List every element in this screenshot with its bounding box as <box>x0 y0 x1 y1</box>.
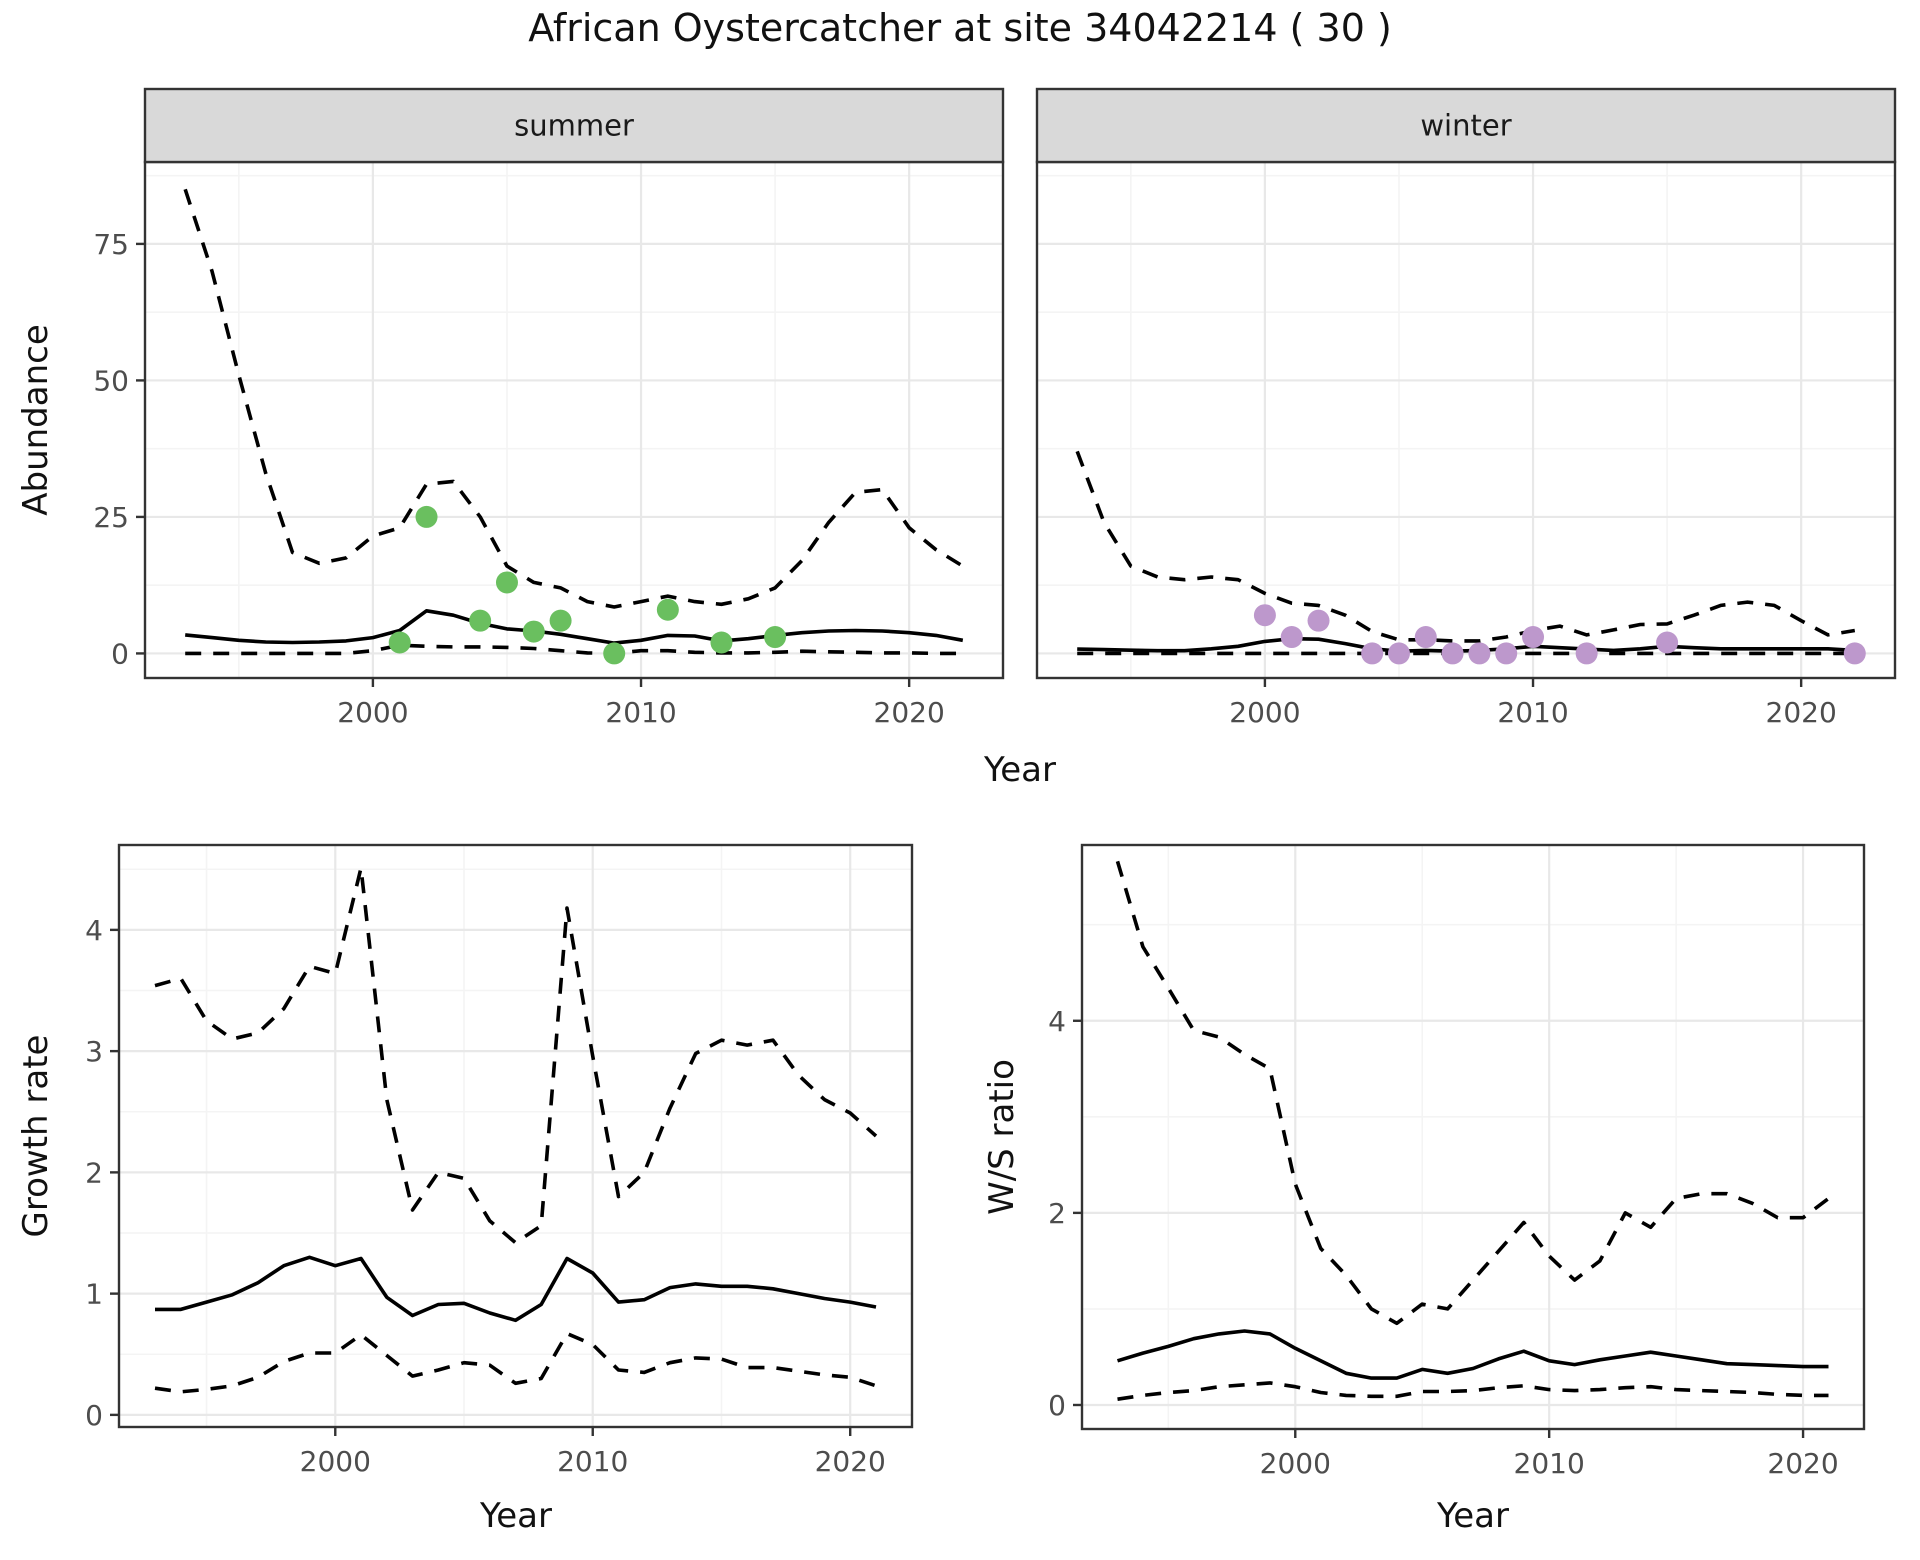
facet-strip-label: winter <box>1420 109 1511 143</box>
x-tick-label: 2010 <box>605 696 676 729</box>
panel-border <box>1080 843 1866 1431</box>
y-axis-title-growth-rate: Growth rate <box>16 1034 56 1238</box>
y-tick-label: 4 <box>1048 1005 1066 1038</box>
x-tick-label: 2020 <box>874 696 945 729</box>
y-tick-label: 1 <box>85 1278 103 1311</box>
series-ci_lower-line <box>154 1331 877 1394</box>
observation-point <box>1387 642 1410 665</box>
y-tick-label: 0 <box>85 1399 103 1432</box>
panel-background <box>1037 162 1895 678</box>
observation-point <box>1843 642 1866 665</box>
observation-point <box>1307 609 1330 632</box>
observation-point <box>1280 626 1303 649</box>
x-tick-label: 2020 <box>1767 1447 1838 1480</box>
x-tick-label: 2010 <box>557 1445 628 1478</box>
series-ci_lower-line <box>1117 1381 1829 1401</box>
series-median-line <box>1077 636 1855 653</box>
observation-point <box>1441 642 1464 665</box>
x-axis-title-year-growth: Year <box>480 1496 552 1536</box>
panel-winter: winter 2000 2010 2020 <box>1035 87 1897 729</box>
series-median-line <box>155 1255 877 1323</box>
observation-point <box>1522 626 1545 649</box>
observation-point <box>710 631 733 654</box>
y-tick-label: 50 <box>93 364 129 397</box>
panel-background <box>1082 845 1864 1429</box>
x-axis-title-year-top: Year <box>984 750 1056 790</box>
observation-point <box>764 626 787 649</box>
observation-point <box>469 609 492 632</box>
observation-point <box>1468 642 1491 665</box>
observation-point <box>522 620 545 643</box>
observation-point <box>388 631 411 654</box>
x-tick-label: 2020 <box>1766 696 1837 729</box>
panel-background <box>119 845 912 1427</box>
observation-point <box>1495 642 1518 665</box>
chart-title: African Oystercatcher at site 34042214 (… <box>528 6 1392 50</box>
y-tick-label: 2 <box>1048 1197 1066 1230</box>
facet-strip-label: summer <box>514 109 634 143</box>
y-tick-label: 0 <box>111 637 129 670</box>
y-tick-label: 75 <box>93 228 129 261</box>
observation-point <box>415 505 438 528</box>
panel-border <box>117 843 914 1429</box>
observation-point <box>603 642 626 665</box>
x-tick-label: 2020 <box>815 1445 886 1478</box>
series-ci_upper-line <box>1115 860 1830 1326</box>
x-tick-label: 2000 <box>1260 1447 1331 1480</box>
y-tick-label: 25 <box>93 501 129 534</box>
x-tick-label: 2000 <box>337 696 408 729</box>
y-tick-label: 0 <box>1048 1389 1066 1422</box>
observation-point <box>1575 642 1598 665</box>
observation-point <box>1253 604 1276 627</box>
series-ci_upper-line <box>1075 450 1856 643</box>
x-tick-label: 2010 <box>1514 1447 1585 1480</box>
y-tick-label: 3 <box>85 1035 103 1068</box>
series-ci_lower-line <box>185 643 963 656</box>
y-axis-title-ws-ratio: W/S ratio <box>982 1059 1022 1215</box>
y-tick-label: 4 <box>85 914 103 947</box>
series-median-line <box>185 609 964 645</box>
x-tick-label: 2000 <box>300 1445 371 1478</box>
x-tick-label: 2010 <box>1497 696 1568 729</box>
y-tick-label: 2 <box>85 1156 103 1189</box>
observation-point <box>656 598 679 621</box>
observation-point <box>1656 631 1679 654</box>
observation-point <box>1361 642 1384 665</box>
observation-point <box>1414 626 1437 649</box>
y-axis-title-abundance: Abundance <box>16 324 56 516</box>
series-ci_upper-line <box>183 188 964 609</box>
panel-summer: summer 2000 2010 2020 0 25 50 75 <box>93 87 1005 729</box>
observation-point <box>549 609 572 632</box>
panel-w-s-ratio: 2000 2010 2020 0 2 4 <box>1048 843 1866 1480</box>
x-tick-label: 2000 <box>1229 696 1300 729</box>
facet-strip <box>1035 87 1897 164</box>
x-axis-title-year-ws: Year <box>1437 1496 1509 1536</box>
panel-growth-rate: 2000 2010 2020 0 1 2 3 4 <box>85 843 914 1478</box>
series-median-line <box>1116 1329 1829 1380</box>
panel-background <box>145 162 1003 678</box>
observation-point <box>495 571 518 594</box>
facet-strip <box>143 87 1005 164</box>
